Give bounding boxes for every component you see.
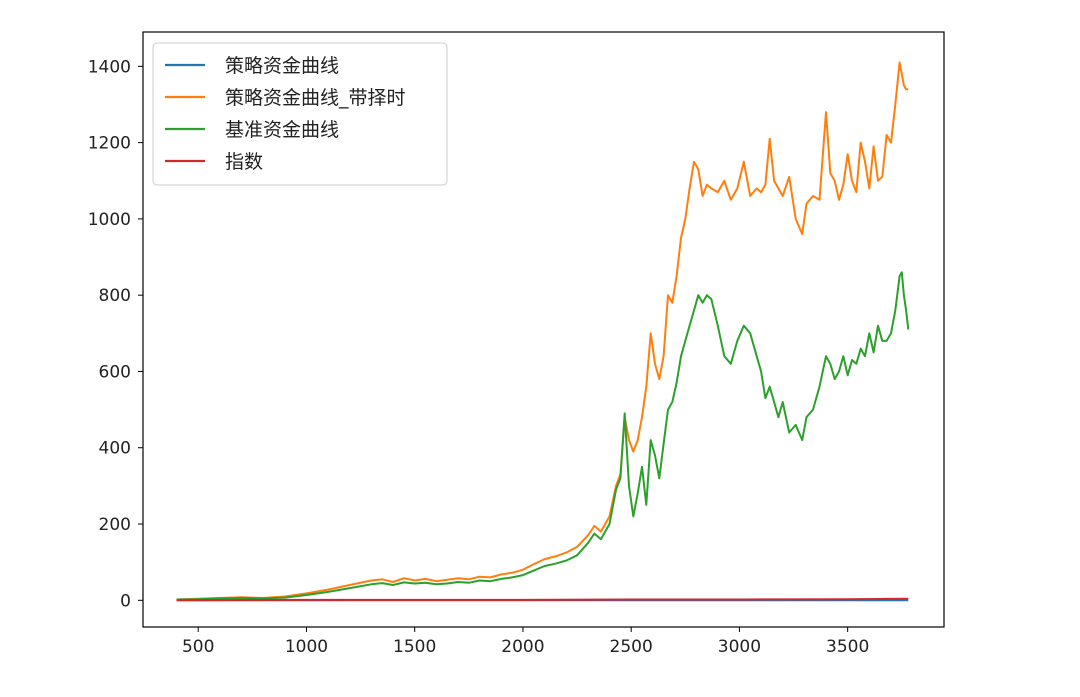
legend-label: 基准资金曲线 xyxy=(225,119,339,141)
series-line-1 xyxy=(176,61,909,601)
x-tick-label: 1000 xyxy=(285,637,328,657)
y-axis: 0 200 400 600 800 1000 1200 1400 xyxy=(88,57,143,611)
y-tick-label: 400 xyxy=(99,439,131,459)
legend-label: 策略资金曲线 xyxy=(225,55,339,77)
y-tick-label: 1000 xyxy=(88,210,131,230)
y-tick-label: 1400 xyxy=(88,57,131,77)
x-tick-label: 2500 xyxy=(610,637,653,657)
x-tick-label: 2000 xyxy=(501,637,544,657)
x-tick-label: 3000 xyxy=(718,637,761,657)
series-layer xyxy=(176,61,910,602)
plot-area-frame xyxy=(142,31,945,628)
x-tick-label: 500 xyxy=(182,637,214,657)
y-tick-label: 1200 xyxy=(88,134,131,154)
legend-label: 策略资金曲线_带择时 xyxy=(225,87,406,109)
x-axis: 500 1000 1500 2000 2500 3000 3500 xyxy=(182,627,869,657)
y-tick-label: 0 xyxy=(120,591,131,611)
y-tick-label: 600 xyxy=(99,362,131,382)
y-tick-label: 800 xyxy=(99,286,131,306)
x-tick-label: 3500 xyxy=(826,637,869,657)
x-tick-label: 1500 xyxy=(393,637,436,657)
series-line-2 xyxy=(176,271,910,601)
legend-label: 指数 xyxy=(225,151,263,173)
series-line-3 xyxy=(176,597,909,602)
legend-box xyxy=(152,42,448,186)
y-tick-label: 200 xyxy=(99,515,131,535)
